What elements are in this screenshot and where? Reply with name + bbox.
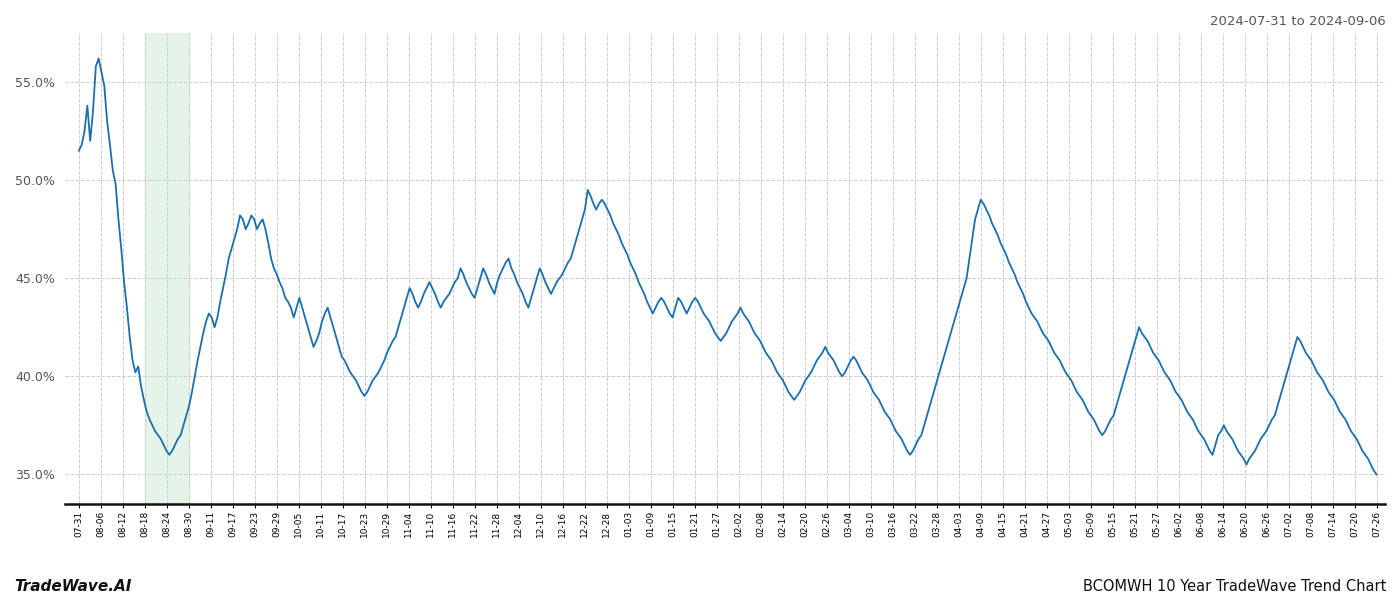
Text: BCOMWH 10 Year TradeWave Trend Chart: BCOMWH 10 Year TradeWave Trend Chart <box>1082 579 1386 594</box>
Bar <box>144 33 189 504</box>
Text: TradeWave.AI: TradeWave.AI <box>14 579 132 594</box>
Text: 2024-07-31 to 2024-09-06: 2024-07-31 to 2024-09-06 <box>1210 15 1386 28</box>
